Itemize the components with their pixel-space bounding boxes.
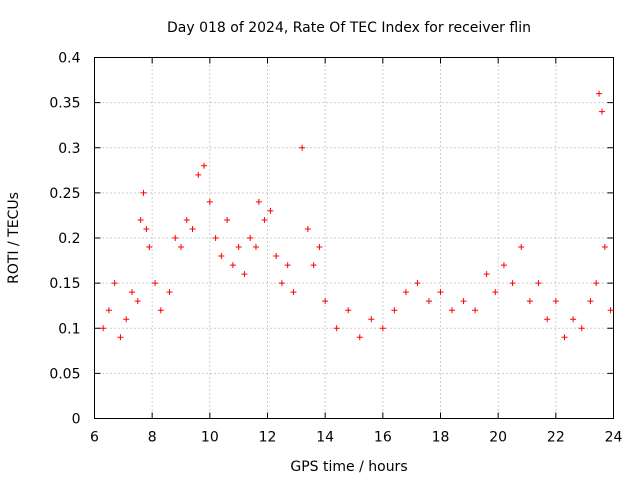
data-point xyxy=(561,334,568,341)
data-point xyxy=(152,280,159,287)
data-point xyxy=(500,262,507,269)
x-tick-label: 20 xyxy=(489,430,507,446)
data-point xyxy=(290,289,297,296)
data-point xyxy=(140,189,147,196)
x-tick-label: 18 xyxy=(432,430,450,446)
x-axis-label: GPS time / hours xyxy=(290,459,407,475)
data-point xyxy=(229,262,236,269)
data-point xyxy=(437,289,444,296)
data-point xyxy=(172,235,179,241)
data-point xyxy=(345,307,352,314)
data-point xyxy=(425,298,432,305)
data-point xyxy=(143,225,150,232)
chart-title: Day 018 of 2024, Rate Of TEC Index for r… xyxy=(167,20,531,36)
x-tick-label: 10 xyxy=(201,430,219,446)
y-tick-label: 0.1 xyxy=(58,321,80,337)
y-tick-label: 0.4 xyxy=(58,51,80,67)
x-tick-label: 16 xyxy=(374,430,392,446)
data-point xyxy=(578,325,585,332)
data-point xyxy=(201,162,208,169)
data-point xyxy=(252,244,259,251)
y-tick-label: 0.3 xyxy=(58,141,80,157)
data-point xyxy=(128,289,135,296)
data-point xyxy=(218,253,225,260)
data-point xyxy=(137,216,144,223)
data-point xyxy=(598,108,605,115)
data-point xyxy=(483,271,490,278)
x-tick-label: 6 xyxy=(90,430,99,446)
data-point xyxy=(322,298,329,305)
data-point xyxy=(368,316,375,323)
data-point xyxy=(601,244,608,251)
data-point xyxy=(449,307,456,314)
data-point xyxy=(333,325,340,332)
data-point xyxy=(178,244,184,251)
y-tick-label: 0.35 xyxy=(49,96,80,112)
y-tick-label: 0 xyxy=(72,412,81,428)
data-point xyxy=(261,216,268,223)
data-point xyxy=(570,316,577,323)
data-point xyxy=(587,298,594,305)
data-point xyxy=(247,235,254,241)
data-point xyxy=(117,334,124,341)
data-point xyxy=(379,325,386,332)
grid-lines xyxy=(94,57,614,419)
y-tick-label: 0.2 xyxy=(58,231,80,247)
data-point xyxy=(235,244,242,251)
y-tick-label: 0.05 xyxy=(49,366,80,382)
data-point xyxy=(492,289,499,296)
data-point xyxy=(356,334,363,341)
x-tick-label: 22 xyxy=(547,430,565,446)
data-point xyxy=(402,289,409,296)
data-point xyxy=(304,225,311,232)
x-tick-label: 14 xyxy=(316,430,334,446)
data-point xyxy=(518,244,525,251)
data-point xyxy=(157,307,164,314)
data-point xyxy=(596,90,603,97)
data-point xyxy=(146,244,153,251)
data-point xyxy=(552,298,559,305)
data-point xyxy=(472,307,479,314)
data-point xyxy=(212,235,219,241)
data-point xyxy=(310,262,317,269)
data-point xyxy=(273,253,280,260)
data-point xyxy=(535,280,542,287)
data-point xyxy=(241,271,248,278)
data-point xyxy=(267,207,274,214)
data-point xyxy=(526,298,533,305)
data-point xyxy=(123,316,130,323)
data-point xyxy=(299,144,306,151)
y-axis-label: ROTI / TECUs xyxy=(6,192,22,284)
data-point xyxy=(544,316,551,323)
data-point xyxy=(111,280,118,287)
data-points xyxy=(100,90,614,341)
data-point xyxy=(284,262,291,269)
axis-ticks: 6 8 10 12 14 16 18 20 22 24 0 0.05 0.1 0.15 0.2 0.25 0.3… xyxy=(49,51,622,446)
x-tick-label: 8 xyxy=(148,430,157,446)
data-point xyxy=(224,216,231,223)
y-tick-label: 0.15 xyxy=(49,276,80,292)
data-point xyxy=(183,216,190,223)
data-point xyxy=(255,198,262,205)
data-point xyxy=(316,244,323,251)
data-point xyxy=(100,325,107,332)
data-point xyxy=(206,198,213,205)
data-point xyxy=(607,307,614,314)
data-point xyxy=(509,280,516,287)
data-point xyxy=(166,289,173,296)
data-point xyxy=(278,280,285,287)
y-tick-label: 0.25 xyxy=(49,186,80,202)
data-point xyxy=(195,171,202,178)
data-point xyxy=(105,307,112,314)
data-point xyxy=(414,280,421,287)
data-point xyxy=(391,307,398,314)
data-point xyxy=(134,298,141,305)
data-point xyxy=(593,280,600,287)
x-tick-label: 12 xyxy=(259,430,277,446)
data-point xyxy=(189,225,196,232)
x-tick-label: 24 xyxy=(605,430,623,446)
data-point xyxy=(460,298,467,305)
